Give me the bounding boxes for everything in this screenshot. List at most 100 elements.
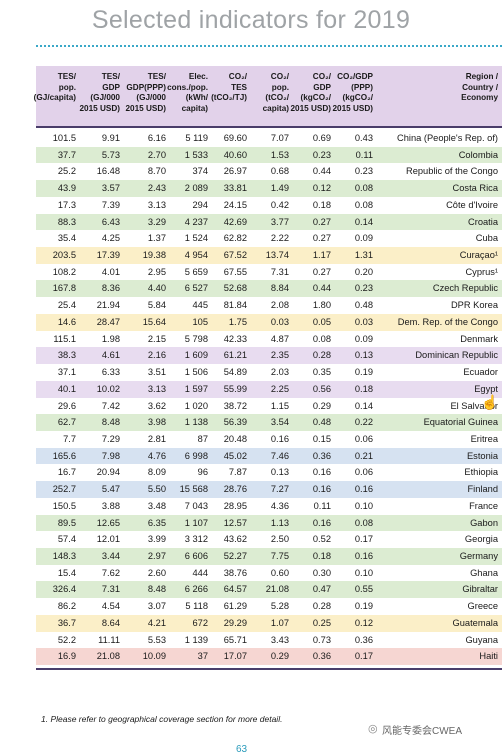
table-cell: 3.51 [147, 367, 166, 378]
table-cell: 0.18 [312, 199, 331, 210]
table-cell: 0.16 [312, 484, 331, 495]
country-name: Costa Rica [452, 183, 498, 194]
table-cell: 6.35 [147, 517, 166, 528]
table-cell: 165.6 [52, 450, 76, 461]
table-cell: 3.57 [101, 183, 120, 194]
table-cell: 3.44 [101, 550, 120, 561]
header-line: (kgCO₂/ [342, 93, 373, 102]
table-cell: 5 659 [184, 266, 208, 277]
table-cell: 0.06 [354, 467, 373, 478]
table-cell: 3.07 [147, 601, 166, 612]
table-row: 37.7 5.73 2.70 1 533 40.60 1.53 0.23 0.11 Colomb… [36, 146, 502, 164]
table-cell: 16.48 [96, 166, 120, 177]
header-line: GDP(PPP) [126, 82, 166, 92]
header-line: GDP [102, 82, 120, 92]
table-row: 16.9 21.08 10.09 37 17.07 0.29 0.36 0.17 Haiti [36, 648, 502, 665]
country-name: Cuba [475, 233, 498, 244]
table-cell: 13.74 [265, 250, 289, 261]
table-cell: 40.60 [223, 149, 247, 160]
header-line: (kWh/ [185, 93, 208, 102]
table-cell: 0.16 [312, 517, 331, 528]
table-cell: 8.36 [101, 283, 120, 294]
table-cell: 0.15 [312, 433, 331, 444]
column-header-region: Region / Country / Economy [461, 72, 498, 104]
table-cell: 1.07 [270, 617, 289, 628]
table-cell: 4.36 [270, 500, 289, 511]
table-cell: 42.33 [223, 333, 247, 344]
table-cell: 8.84 [270, 283, 289, 294]
table-cell: 0.25 [312, 617, 331, 628]
table-cell: 5 798 [184, 333, 208, 344]
table-cell: 29.6 [57, 400, 76, 411]
table-cell: 5.47 [101, 484, 120, 495]
table-cell: 17.07 [223, 651, 247, 662]
table-cell: 1 533 [184, 149, 208, 160]
table-cell: 672 [192, 617, 208, 628]
table-cell: 3.13 [147, 383, 166, 394]
table-cell: 2.16 [147, 350, 166, 361]
table-row: 17.3 7.39 3.13 294 24.15 0.42 0.18 0.08 Côte d'I… [36, 196, 502, 214]
watermark: 风能专委会CWEA [382, 726, 462, 737]
country-name: Croatia [468, 216, 498, 227]
table-cell: 5 119 [185, 133, 208, 143]
table-cell: 0.52 [312, 534, 331, 545]
table-cell: 0.36 [312, 450, 331, 461]
table-cell: 2.25 [270, 383, 289, 394]
table-row: 148.3 3.44 2.97 6 606 52.27 7.75 0.18 0.16 Germa… [36, 547, 502, 565]
table-cell: 29.29 [223, 617, 247, 628]
table-cell: 0.11 [355, 149, 373, 160]
table-cell: 43.9 [57, 183, 76, 194]
table-cell: 2.60 [147, 567, 166, 578]
header-line: CO₂/ [270, 72, 289, 81]
table-cell: 65.71 [223, 634, 247, 645]
table-cell: 12.65 [96, 517, 120, 528]
table-cell: 0.12 [354, 617, 373, 628]
table-row: 326.4 7.31 8.48 6 266 64.57 21.08 0.47 0.55 Gibr… [36, 581, 502, 599]
table-cell: 3.99 [147, 534, 166, 545]
table-row: 150.5 3.88 3.48 7 043 28.95 4.36 0.11 0.10 Franc… [36, 497, 502, 515]
table-cell: 42.69 [223, 216, 247, 227]
table-row: 115.1 1.98 2.15 5 798 42.33 4.87 0.08 0.09 Denma… [36, 330, 502, 348]
table-cell: 4 954 [184, 250, 208, 261]
indicator-table: 101.5 9.91 6.16 5 119 69.60 7.07 0.69 0.43 China… [36, 130, 502, 665]
table-cell: 61.29 [223, 601, 247, 612]
header-line: TES/ [57, 72, 76, 81]
country-name: Ethiopia [464, 467, 498, 478]
table-cell: 1 597 [184, 383, 208, 394]
table-cell: 0.10 [354, 567, 373, 578]
country-name: Guyana [465, 634, 498, 645]
table-cell: 1.49 [270, 183, 289, 194]
header-line: (kgCO₂/ [300, 93, 331, 102]
page-title: Selected indicators for 2019 [91, 6, 411, 34]
table-cell: 37 [197, 651, 208, 662]
table-cell: 5 118 [185, 601, 208, 612]
header-line: (tCO₂/ [265, 93, 289, 102]
table-cell: 69.60 [223, 133, 247, 143]
table-cell: 1.53 [270, 149, 289, 160]
table-row: 25.4 21.94 5.84 445 81.84 2.08 1.80 0.48 DPR Kor… [36, 297, 502, 314]
table-cell: 1.13 [270, 517, 289, 528]
table-cell: 2.97 [147, 550, 166, 561]
table-cell: 0.20 [354, 266, 373, 277]
table-cell: 0.22 [354, 417, 373, 428]
country-name: Dominican Republic [415, 350, 498, 361]
country-name: Guatemala [452, 617, 498, 628]
table-row: 14.6 28.47 15.64 105 1.75 0.03 0.05 0.03 Dem. Re… [36, 313, 502, 331]
header-line: (PPP) [351, 82, 373, 92]
table-cell: 96 [197, 467, 208, 478]
table-cell: 0.09 [354, 233, 373, 244]
table-cell: 89.5 [57, 517, 76, 528]
table-cell: 0.19 [354, 367, 373, 378]
column-header: CO₂/GDP (PPP) (kgCO₂/2015 USD) [332, 72, 373, 114]
country-name: Haiti [479, 651, 498, 662]
table-cell: 10.02 [96, 383, 120, 394]
table-cell: 0.35 [312, 367, 331, 378]
table-cell: 1 020 [184, 400, 208, 411]
table-cell: 4 237 [184, 216, 208, 227]
table-cell: 2.08 [270, 300, 289, 311]
table-cell: 0.12 [312, 183, 331, 194]
table-cell: 167.8 [52, 283, 76, 294]
table-cell: 38.72 [223, 400, 247, 411]
header-line: pop. [271, 82, 289, 92]
table-cell: 40.1 [57, 383, 76, 394]
